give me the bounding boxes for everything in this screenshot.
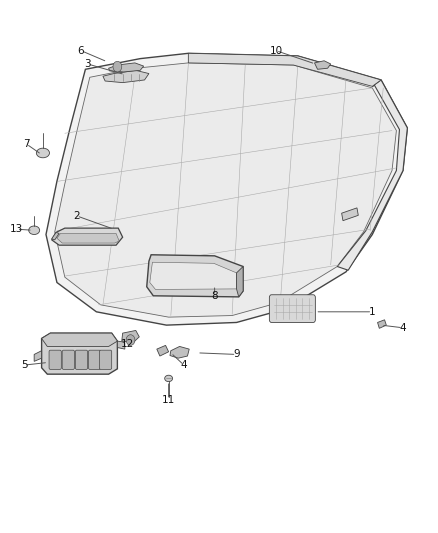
Text: 10: 10 <box>269 46 283 55</box>
Polygon shape <box>342 208 358 221</box>
FancyBboxPatch shape <box>49 350 61 369</box>
Polygon shape <box>55 63 396 317</box>
Text: 9: 9 <box>233 350 240 359</box>
FancyBboxPatch shape <box>88 350 101 369</box>
FancyBboxPatch shape <box>75 350 88 369</box>
Text: 12: 12 <box>120 339 134 349</box>
Polygon shape <box>42 333 117 374</box>
Polygon shape <box>109 63 144 72</box>
Circle shape <box>113 61 122 72</box>
Polygon shape <box>57 233 119 243</box>
FancyBboxPatch shape <box>269 295 315 322</box>
Text: 7: 7 <box>23 139 30 149</box>
Polygon shape <box>157 345 169 356</box>
Polygon shape <box>52 228 123 245</box>
Polygon shape <box>147 255 243 297</box>
Polygon shape <box>378 320 386 328</box>
Text: 8: 8 <box>211 291 218 301</box>
Polygon shape <box>188 53 381 86</box>
Polygon shape <box>117 341 125 349</box>
Polygon shape <box>237 266 243 297</box>
Polygon shape <box>52 232 59 240</box>
Circle shape <box>126 335 135 345</box>
Text: 2: 2 <box>73 211 80 221</box>
Ellipse shape <box>29 226 40 235</box>
Polygon shape <box>170 346 189 358</box>
Polygon shape <box>150 262 237 289</box>
Ellipse shape <box>36 148 49 158</box>
Polygon shape <box>314 61 331 69</box>
Ellipse shape <box>165 375 173 382</box>
Polygon shape <box>34 351 42 361</box>
Text: 3: 3 <box>84 59 91 69</box>
Text: 5: 5 <box>21 360 28 370</box>
Text: 1: 1 <box>369 307 376 317</box>
Polygon shape <box>46 53 407 325</box>
Text: 4: 4 <box>180 360 187 370</box>
Text: 13: 13 <box>10 224 23 234</box>
FancyBboxPatch shape <box>99 350 112 369</box>
Text: 11: 11 <box>162 395 175 405</box>
Text: 6: 6 <box>78 46 85 55</box>
FancyBboxPatch shape <box>62 350 74 369</box>
Polygon shape <box>122 330 139 342</box>
Polygon shape <box>103 70 149 83</box>
Polygon shape <box>42 333 117 346</box>
Text: 4: 4 <box>399 323 406 333</box>
Polygon shape <box>337 80 407 270</box>
